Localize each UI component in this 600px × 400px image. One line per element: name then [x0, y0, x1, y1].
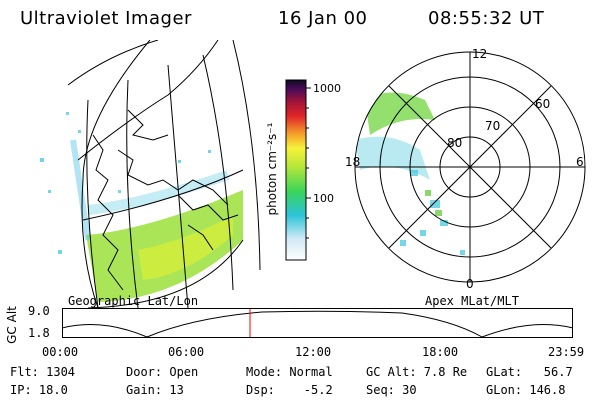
altitude-axis-label: GC Alt	[5, 306, 19, 344]
status-ip: IP: 18.0	[10, 383, 68, 397]
polar-mlt-0: 0	[466, 277, 474, 291]
time-tick-0000: 00:00	[42, 345, 79, 359]
altitude-curve	[62, 310, 574, 338]
status-seq: Seq: 30	[366, 383, 417, 397]
date-label: 16 Jan 00	[278, 8, 368, 29]
time-tick-1800: 18:00	[422, 345, 459, 359]
polar-lat-70: 70	[485, 119, 501, 133]
polar-aurora	[365, 92, 435, 135]
altitude-plot	[62, 308, 574, 338]
polar-mlt-18: 18	[345, 155, 361, 169]
colorbar-tick-1000: 1000	[313, 82, 341, 95]
status-gcalt: GC Alt: 7.8 Re	[366, 365, 468, 379]
altitude-tick-9: 9.0	[28, 304, 50, 318]
instrument-title: Ultraviolet Imager	[20, 8, 192, 29]
time-tick-2359: 23:59	[548, 345, 585, 359]
colorbar	[285, 79, 311, 261]
status-dsp: Dsp: -5.2	[246, 383, 333, 397]
status-glon: GLon: 146.8	[486, 383, 566, 397]
time-tick-0600: 06:00	[168, 345, 205, 359]
polar-plot	[354, 51, 586, 283]
geographic-map	[40, 40, 261, 309]
status-gain: Gain: 13	[126, 383, 184, 397]
polar-lat-60: 60	[535, 97, 551, 111]
status-door: Door: Open	[126, 365, 199, 379]
altitude-tick-1.8: 1.8	[28, 326, 50, 340]
time-tick-1200: 12:00	[295, 345, 332, 359]
polar-mlt-6: 6	[576, 155, 584, 169]
status-flt: Flt: 1304	[10, 365, 76, 379]
status-mode: Mode: Normal	[246, 365, 333, 379]
right-panel-label: Apex MLat/MLT	[425, 294, 519, 308]
colorbar-tick-100: 100	[313, 192, 334, 205]
colorbar-gradient	[285, 79, 307, 261]
left-panel-label: Geographic Lat/Lon	[68, 294, 199, 308]
aurora-bright	[138, 215, 233, 280]
colorbar-unit-label: photon cm⁻²s⁻¹	[265, 122, 279, 216]
polar-mlt-12: 12	[472, 47, 488, 61]
polar-lat-80: 80	[447, 136, 463, 150]
status-glat: GLat: 56.7	[486, 365, 573, 379]
time-label: 08:55:32 UT	[428, 8, 545, 29]
